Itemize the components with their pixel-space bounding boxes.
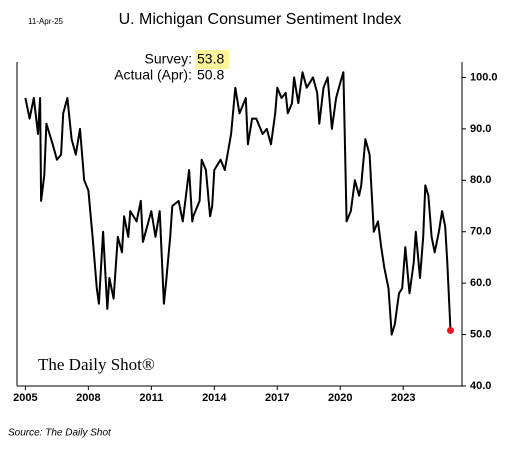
- x-tick-label: 2008: [76, 392, 100, 404]
- x-tick-label: 2014: [202, 392, 227, 404]
- actual-label: Actual (Apr):: [114, 67, 192, 83]
- line: [24, 71, 452, 336]
- survey-label: Survey:: [145, 51, 192, 67]
- actual-value: 50.8: [197, 67, 224, 83]
- chart-title: U. Michigan Consumer Sentiment Index: [119, 11, 402, 28]
- y-tick-label: 100.0: [470, 71, 498, 83]
- y-tick-label: 40.0: [470, 380, 491, 392]
- y-tick-label: 60.0: [470, 277, 491, 289]
- date-note: 11-Apr-25: [28, 17, 64, 26]
- source: Source: The Daily Shot: [8, 428, 112, 439]
- x-tick-label: 2005: [13, 392, 37, 404]
- y-tick-label: 50.0: [470, 328, 491, 340]
- brand: The Daily Shot®: [38, 355, 155, 374]
- y-tick-label: 90.0: [470, 123, 491, 135]
- highlight: [195, 50, 229, 69]
- y-tick-label: 70.0: [470, 226, 491, 238]
- survey-value: 53.8: [197, 51, 224, 67]
- x-tick-label: 2020: [328, 392, 352, 404]
- x-tick-label: 2017: [265, 392, 289, 404]
- last-point: [446, 326, 454, 334]
- y-tick-label: 80.0: [470, 174, 491, 186]
- x-tick-label: 2011: [139, 392, 163, 404]
- x-tick-label: 2023: [391, 392, 415, 404]
